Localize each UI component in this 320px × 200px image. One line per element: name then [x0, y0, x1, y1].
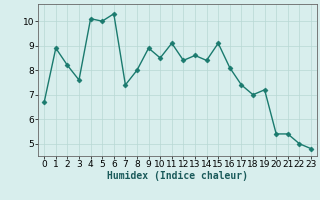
X-axis label: Humidex (Indice chaleur): Humidex (Indice chaleur)	[107, 171, 248, 181]
